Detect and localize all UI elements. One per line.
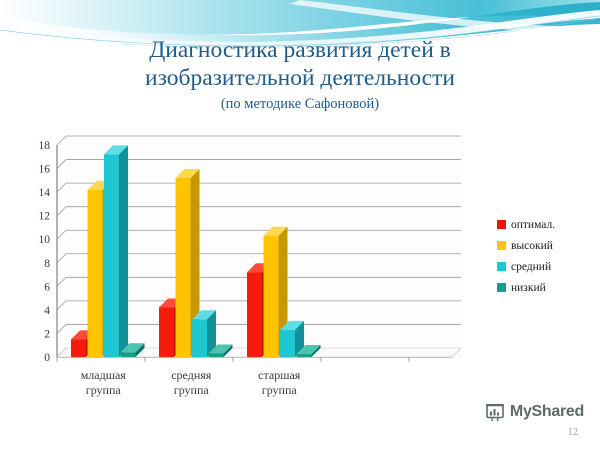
y-axis-tick-label: 6 (44, 281, 50, 293)
bar-chart: 0 2 4 6 8 10 12 14 16 18 младшая группа средняя груп… (0, 130, 600, 410)
bar-1-4 (120, 343, 145, 357)
legend-swatch (497, 262, 506, 271)
page-title-line-1: Диагностика развития детей в (149, 37, 451, 63)
x-axis-tick-label: группа (262, 383, 298, 397)
bar-2-2 (175, 168, 200, 357)
legend-label: низкий (511, 282, 546, 294)
x-axis-tick-label: старшая (258, 368, 301, 382)
legend-label: высокий (511, 240, 553, 252)
myshared-watermark: MyShared (485, 402, 584, 422)
y-axis-tick-label: 18 (39, 140, 51, 152)
x-axis-tick-label: средняя (171, 368, 212, 382)
chart-bars (71, 145, 321, 357)
bar-3-4 (296, 345, 321, 357)
x-axis-tick-label: младшая (81, 368, 127, 382)
y-axis-tick-label: 10 (39, 234, 51, 246)
bar-2-3 (192, 310, 216, 357)
legend-swatch (497, 241, 506, 250)
bar-3-3 (280, 320, 304, 357)
myshared-wordmark: MyShared (509, 403, 584, 420)
y-axis-tick-label: 16 (39, 164, 51, 176)
y-axis-tick-label: 0 (44, 352, 50, 364)
y-axis-tick-label: 2 (44, 328, 50, 340)
x-axis-tick-label: группа (86, 383, 122, 397)
legend-label: оптимал. (511, 219, 555, 231)
y-axis-tick-label: 14 (39, 187, 51, 199)
chart-legend: оптимал. высокий средний низкий (497, 219, 555, 294)
y-axis-tick-label: 4 (44, 305, 50, 317)
y-axis-tick-labels: 0 2 4 6 8 10 12 14 16 18 (39, 140, 51, 364)
page-subtitle: (по методике Сафоновой) (220, 96, 380, 112)
page-number: 12 (567, 427, 579, 438)
myshared-logo-icon (485, 404, 504, 421)
legend-swatch (497, 220, 506, 229)
page-title-line-2: изобразительной деятельности (145, 65, 455, 91)
x-axis-tick-label: группа (174, 383, 210, 397)
slide-title-block: Диагностика развития детей в изобразител… (0, 36, 600, 114)
y-axis-tick-label: 8 (44, 258, 50, 270)
legend-swatch (497, 283, 506, 292)
y-axis-tick-label: 12 (39, 211, 51, 223)
legend-label: средний (511, 261, 551, 273)
bar-3-2 (263, 226, 288, 357)
bar-2-4 (208, 344, 233, 357)
bar-1-3 (104, 145, 128, 357)
